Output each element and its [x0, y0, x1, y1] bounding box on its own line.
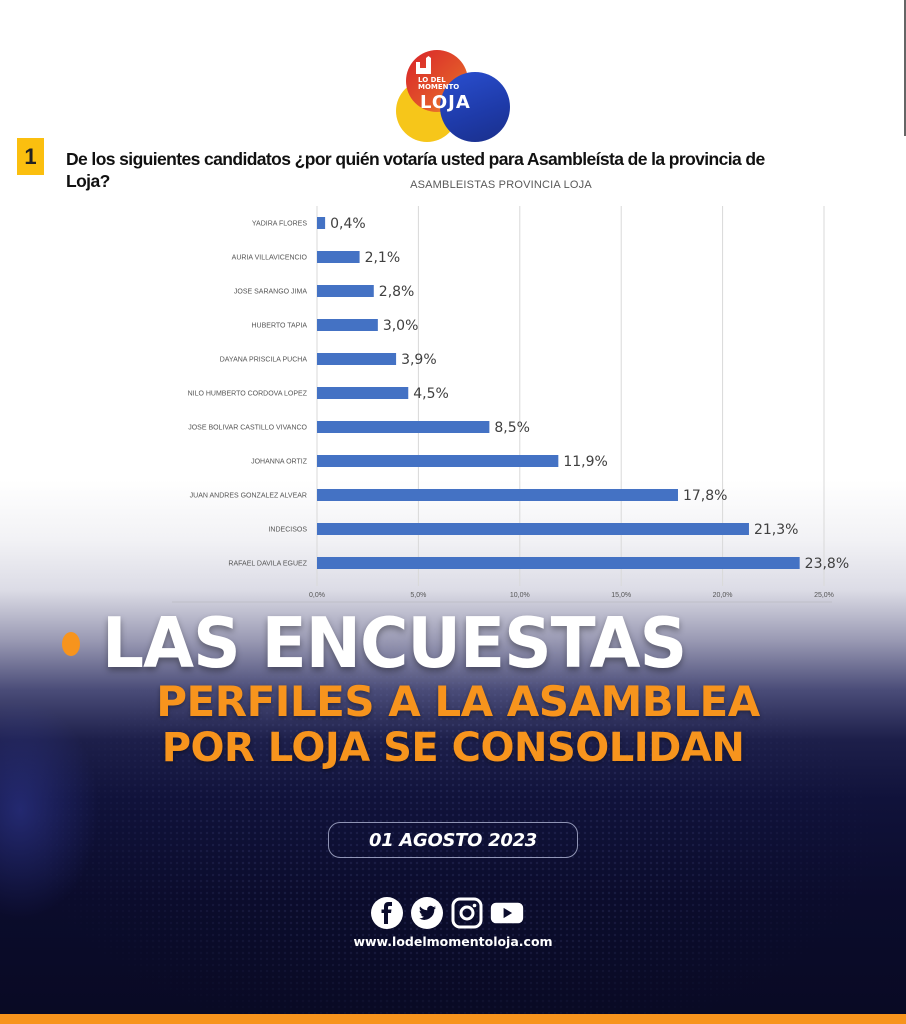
category-label: RAFAEL DAVILA EGUEZ: [228, 561, 307, 568]
social-links: [370, 896, 538, 930]
logo-line2: MOMENTO: [418, 83, 460, 91]
bar: [317, 557, 800, 569]
bars: [317, 217, 800, 569]
bar: [317, 489, 678, 501]
value-label: 23,8%: [805, 556, 849, 572]
logo-blue-circle: [440, 72, 510, 142]
instagram-icon[interactable]: [450, 896, 484, 930]
headline-sub-1: PERFILES A LA ASAMBLEA: [156, 677, 760, 726]
category-label: YADIRA FLORES: [252, 221, 307, 228]
category-label: JOSE SARANGO JIMA: [234, 289, 307, 296]
value-label: 3,0%: [383, 318, 419, 334]
bullet-dot: [62, 632, 80, 656]
bar: [317, 319, 378, 331]
bottom-accent-bar: [0, 1014, 906, 1024]
labels: 0,0% 5,0% 10,0% 15,0% 20,0% 25,0% YADIRA FLORE…: [188, 216, 850, 599]
edge-divider: [904, 0, 906, 136]
value-label: 3,9%: [401, 352, 437, 368]
category-label: JOSE BOLIVAR CASTILLO VIVANCO: [188, 425, 307, 432]
value-label: 17,8%: [683, 488, 727, 504]
website-link[interactable]: www.lodelmomentoloja.com: [353, 934, 553, 949]
x-tick-label: 0,0%: [309, 592, 325, 599]
value-label: 21,3%: [754, 522, 798, 538]
value-label: 0,4%: [330, 216, 366, 232]
bar: [317, 387, 409, 399]
bar: [317, 523, 749, 535]
gridlines: [316, 206, 825, 586]
bar: [317, 455, 559, 467]
question-text: De los siguientes candidatos ¿por quién …: [66, 149, 765, 191]
chart-title: ASAMBLEISTAS PROVINCIA LOJA: [410, 179, 592, 191]
bar: [317, 285, 374, 297]
category-label: INDECISOS: [268, 527, 307, 534]
bar: [317, 353, 397, 365]
x-tick-label: 5,0%: [410, 592, 426, 599]
date-badge: 01 AGOSTO 2023: [328, 822, 578, 858]
category-label: DAYANA PRISCILA PUCHA: [220, 357, 308, 364]
category-label: HUBERTO TAPIA: [252, 323, 308, 330]
x-tick-label: 20,0%: [713, 592, 733, 599]
church-tower-icon: [416, 56, 431, 74]
x-tick-label: 15,0%: [611, 592, 631, 599]
dotted-world-map: [0, 620, 906, 1014]
value-label: 8,5%: [494, 420, 530, 436]
bar-chart: 0,0% 5,0% 10,0% 15,0% 20,0% 25,0% YADIRA FLORE…: [172, 206, 850, 603]
category-label: NILO HUMBERTO CORDOVA LOPEZ: [188, 391, 308, 398]
value-label: 11,9%: [563, 454, 607, 470]
logo-text-big: LOJA: [420, 92, 471, 113]
category-label: AURIA VILLAVICENCIO: [232, 255, 308, 262]
logo-line1: LO DEL: [418, 76, 446, 84]
brand-logo: LO DEL MOMENTO LOJA: [396, 50, 516, 142]
twitter-icon[interactable]: [410, 896, 444, 930]
facebook-icon[interactable]: [370, 896, 404, 930]
value-label: 4,5%: [413, 386, 449, 402]
question-number-badge: 1: [17, 138, 44, 175]
category-label: JOHANNA ORTIZ: [251, 459, 308, 466]
x-tick-label: 25,0%: [814, 592, 834, 599]
value-label: 2,1%: [365, 250, 401, 266]
bar: [317, 217, 326, 229]
value-label: 2,8%: [379, 284, 415, 300]
x-tick-label: 10,0%: [510, 592, 530, 599]
headline-main: LAS ENCUESTAS: [102, 603, 687, 684]
background-glow: [0, 700, 100, 920]
youtube-icon[interactable]: [490, 896, 524, 930]
logo-text-small: LO DEL MOMENTO: [418, 77, 459, 91]
bar: [317, 421, 490, 433]
headline-sub-2: POR LOJA SE CONSOLIDAN: [161, 725, 745, 771]
category-label: JUAN ANDRES GONZALEZ ALVEAR: [190, 493, 307, 500]
bar: [317, 251, 360, 263]
